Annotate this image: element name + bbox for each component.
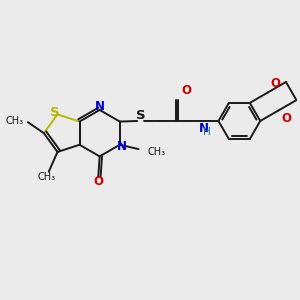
Text: O: O (271, 76, 281, 89)
Text: O: O (94, 175, 104, 188)
Text: H: H (203, 128, 211, 137)
Text: CH₃: CH₃ (5, 116, 23, 126)
Text: CH₃: CH₃ (38, 172, 56, 182)
Text: O: O (281, 112, 291, 125)
Text: S: S (136, 109, 146, 122)
Text: S: S (50, 106, 60, 118)
Text: N: N (199, 122, 209, 135)
Text: N: N (117, 140, 127, 153)
Text: N: N (95, 100, 105, 113)
Text: O: O (181, 84, 191, 97)
Text: CH₃: CH₃ (147, 147, 166, 157)
